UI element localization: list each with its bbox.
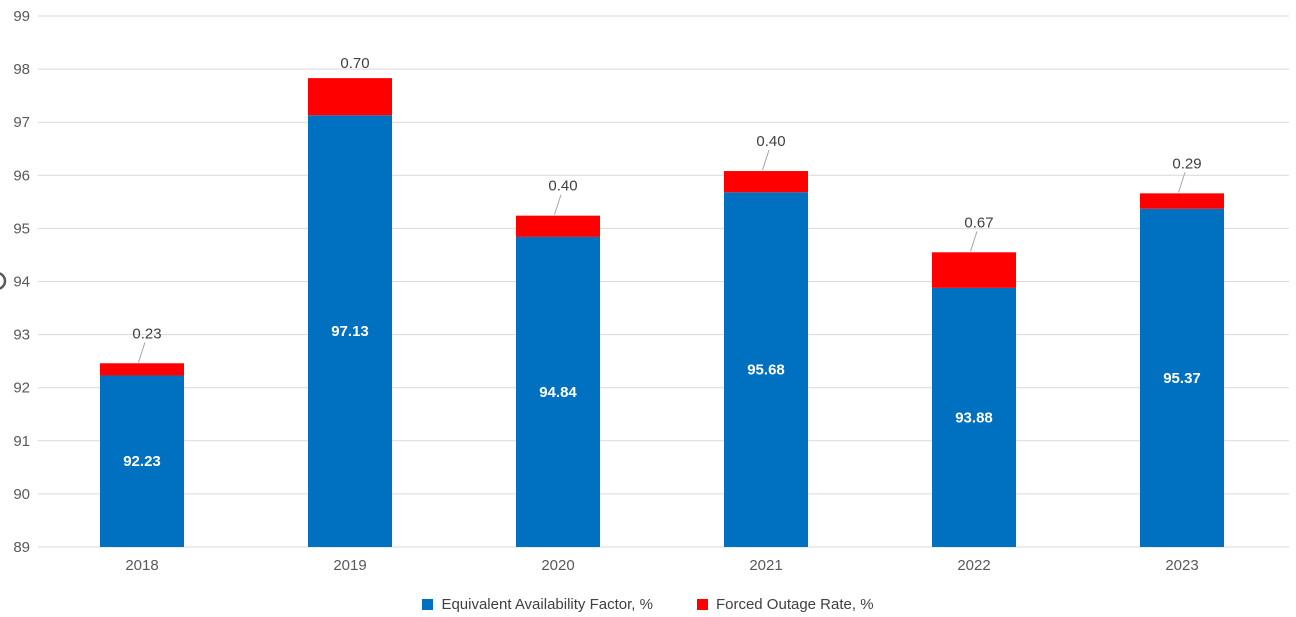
for-bar-segment bbox=[516, 215, 600, 237]
y-axis-tick-label: 98 bbox=[13, 61, 30, 78]
label-leader-line bbox=[970, 231, 978, 252]
legend-marker-for-icon bbox=[696, 598, 708, 610]
x-axis-category-label: 2020 bbox=[541, 557, 574, 574]
y-axis-tick-label: 96 bbox=[13, 167, 30, 184]
eaf-bar-segment bbox=[932, 287, 1016, 547]
x-axis-category-label: 2018 bbox=[125, 557, 158, 574]
eaf-bar-segment bbox=[308, 115, 392, 547]
eaf-bar-segment bbox=[724, 192, 808, 548]
y-axis-tick-label: 99 bbox=[13, 8, 30, 25]
for-bar-segment bbox=[724, 171, 808, 193]
for-bar-segment bbox=[1140, 193, 1224, 209]
eaf-value-label: 93.88 bbox=[955, 409, 993, 426]
eaf-value-label: 95.68 bbox=[747, 362, 785, 379]
for-bar-segment bbox=[100, 363, 184, 376]
legend-item-for: Forced Outage Rate, % bbox=[696, 595, 874, 613]
for-bar-segment bbox=[308, 78, 392, 116]
y-axis-tick-label: 92 bbox=[13, 380, 30, 397]
x-axis-category-label: 2023 bbox=[1165, 557, 1198, 574]
y-axis-tick-label: 91 bbox=[13, 433, 30, 450]
label-leader-line bbox=[138, 342, 146, 363]
legend-item-eaf: Equivalent Availability Factor, % bbox=[422, 596, 653, 613]
y-axis-tick-label: 97 bbox=[13, 114, 30, 131]
legend-marker-eaf-icon bbox=[422, 598, 434, 610]
chart-legend: Equivalent Availability Factor, % Forced… bbox=[0, 593, 1296, 615]
x-axis-category-label: 2019 bbox=[333, 557, 366, 574]
for-bar-segment bbox=[932, 252, 1016, 288]
for-value-label: 0.23 bbox=[132, 325, 161, 342]
label-leader-line bbox=[1178, 172, 1186, 193]
eaf-bar-segment bbox=[516, 236, 600, 547]
eaf-bar-segment bbox=[100, 375, 184, 547]
y-axis-tick-label: 94 bbox=[13, 274, 30, 291]
y-axis-tick-label: 95 bbox=[13, 220, 30, 237]
y-axis-tick-label: 89 bbox=[13, 539, 30, 556]
for-value-label: 0.67 bbox=[964, 214, 993, 231]
label-leader-line bbox=[554, 194, 562, 215]
for-value-label: 0.70 bbox=[340, 55, 369, 72]
x-axis-category-label: 2021 bbox=[749, 557, 782, 574]
eaf-value-label: 95.37 bbox=[1163, 370, 1201, 387]
eaf-value-label: 94.84 bbox=[539, 384, 577, 401]
x-axis-category-label: 2022 bbox=[957, 557, 990, 574]
y-axis-tick-label: 93 bbox=[13, 327, 30, 344]
legend-label-eaf: Equivalent Availability Factor, % bbox=[441, 595, 653, 613]
for-value-label: 0.40 bbox=[756, 133, 785, 150]
for-value-label: 0.40 bbox=[548, 178, 577, 195]
for-value-label: 0.29 bbox=[1172, 155, 1201, 172]
eaf-value-label: 97.13 bbox=[331, 323, 369, 340]
y-axis-tick-label: 90 bbox=[13, 486, 30, 503]
legend-label-for: Forced Outage Rate, % bbox=[715, 595, 874, 613]
clipped-glyph bbox=[0, 272, 7, 290]
eaf-value-label: 92.23 bbox=[123, 453, 161, 470]
eaf-bar-segment bbox=[1140, 208, 1224, 548]
label-leader-line bbox=[762, 149, 770, 171]
